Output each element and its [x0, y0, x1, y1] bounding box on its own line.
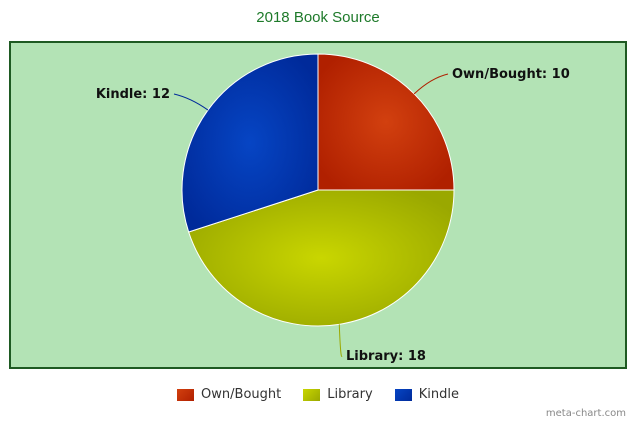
leader-line [413, 73, 449, 95]
leader-line [338, 324, 343, 357]
legend-item[interactable]: Kindle [394, 387, 459, 402]
legend: Own/Bought Library Kindle [0, 387, 636, 402]
legend-item[interactable]: Library [303, 387, 373, 402]
pie-slice-kindle[interactable] [181, 53, 319, 233]
legend-swatch [177, 388, 195, 401]
leader-line [173, 93, 209, 111]
legend-item[interactable]: Own/Bought [177, 387, 281, 402]
data-label: Library: 18 [346, 349, 426, 364]
legend-label: Kindle [418, 387, 459, 402]
legend-swatch [394, 388, 412, 401]
chart-title: 2018 Book Source [256, 9, 380, 26]
data-label: Kindle: 12 [96, 87, 170, 102]
credit-link[interactable]: meta-chart.com [545, 408, 626, 419]
legend-label: Library [327, 387, 373, 402]
legend-swatch [303, 388, 321, 401]
data-label: Own/Bought: 10 [452, 67, 570, 82]
legend-label: Own/Bought [201, 387, 282, 402]
